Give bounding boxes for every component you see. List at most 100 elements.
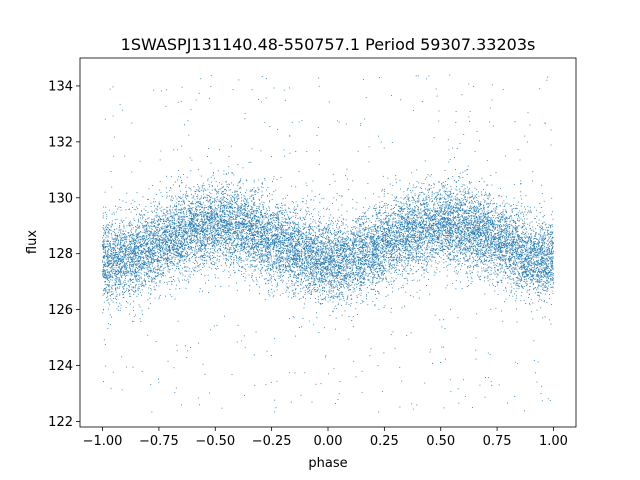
data-point (366, 249, 368, 251)
data-point (341, 295, 343, 297)
data-point (504, 240, 506, 242)
data-point (552, 273, 554, 275)
data-point (234, 231, 236, 233)
data-point (368, 273, 370, 275)
data-point (316, 278, 318, 280)
data-point (239, 259, 241, 261)
data-point (429, 258, 431, 260)
data-point (319, 216, 321, 218)
data-point (115, 272, 117, 274)
data-point (388, 227, 389, 229)
data-point (355, 221, 357, 223)
data-point (541, 288, 543, 290)
data-point (187, 120, 189, 122)
data-point (325, 252, 327, 254)
data-point (305, 280, 307, 282)
data-point (530, 234, 532, 236)
data-point (527, 268, 528, 270)
data-point (154, 245, 156, 247)
data-point (184, 216, 186, 218)
data-point (144, 264, 146, 266)
data-point (480, 233, 482, 235)
data-point (246, 246, 248, 248)
data-point (308, 286, 310, 288)
data-point (461, 231, 463, 233)
data-point (253, 354, 255, 356)
data-point (255, 253, 257, 255)
data-point (357, 234, 359, 236)
data-point (127, 232, 129, 234)
data-point (128, 235, 130, 236)
data-point (411, 257, 413, 259)
data-point (452, 176, 454, 177)
data-point (284, 155, 286, 157)
data-point (154, 222, 156, 224)
data-point (336, 222, 338, 224)
data-point (507, 226, 509, 228)
data-point (465, 251, 467, 253)
data-point (299, 327, 300, 329)
data-point (285, 262, 287, 264)
data-point (449, 244, 450, 246)
data-point (293, 232, 295, 234)
data-point (443, 262, 445, 264)
data-point (180, 236, 182, 238)
data-point (465, 199, 466, 201)
data-point (348, 260, 350, 262)
data-point (336, 266, 338, 268)
data-point (480, 249, 482, 251)
data-point (337, 259, 339, 261)
data-point (258, 99, 260, 100)
data-point (188, 248, 190, 250)
data-point (362, 239, 364, 240)
data-point (392, 253, 394, 255)
data-point (215, 217, 217, 219)
data-point (488, 196, 490, 198)
data-point (125, 201, 127, 203)
data-point (122, 259, 124, 261)
data-point (105, 227, 107, 229)
data-point (440, 240, 442, 242)
data-point (480, 216, 482, 218)
data-point (333, 255, 335, 257)
data-point (236, 228, 238, 229)
data-point (313, 267, 314, 269)
data-point (165, 106, 167, 107)
data-point (212, 211, 214, 213)
data-point (550, 278, 551, 279)
data-point (469, 205, 471, 207)
data-point (352, 273, 354, 275)
data-point (484, 242, 486, 243)
data-point (322, 281, 323, 283)
data-point (174, 244, 176, 246)
data-point (228, 216, 230, 218)
data-point (478, 275, 480, 277)
data-point (367, 244, 369, 246)
data-point (260, 255, 262, 257)
data-point (131, 233, 133, 235)
data-point (431, 256, 433, 258)
data-point (481, 194, 483, 196)
data-point (365, 227, 367, 228)
data-point (240, 240, 242, 242)
data-point (131, 261, 132, 263)
data-point (498, 249, 500, 250)
data-point (204, 245, 206, 247)
data-point (158, 243, 160, 245)
data-point (233, 251, 235, 253)
data-point (289, 257, 291, 259)
data-point (119, 223, 121, 224)
data-point (141, 218, 143, 220)
data-point (364, 239, 366, 241)
data-point (109, 291, 111, 293)
data-point (342, 251, 343, 253)
data-point (375, 261, 377, 263)
data-point (380, 249, 382, 251)
data-point (434, 216, 436, 218)
data-point (119, 234, 120, 236)
data-point (417, 237, 419, 239)
data-point (499, 228, 501, 230)
data-point (278, 224, 279, 226)
data-point (437, 192, 439, 194)
data-point (546, 254, 548, 256)
